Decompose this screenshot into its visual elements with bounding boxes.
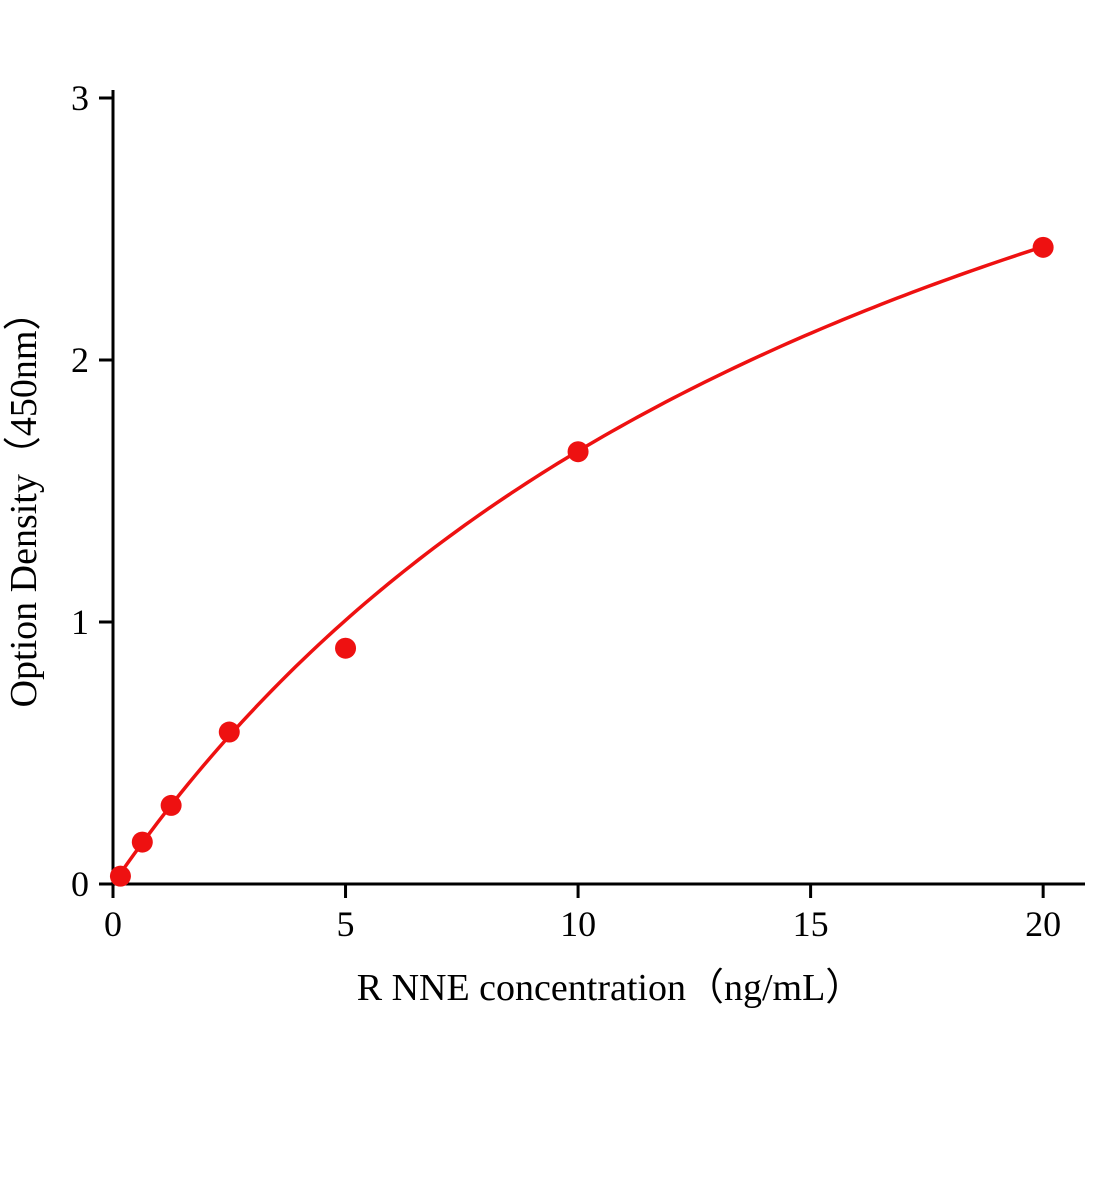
data-point — [567, 441, 589, 463]
x-tick-label: 20 — [1025, 904, 1061, 944]
data-point — [1032, 236, 1054, 258]
series-group — [109, 236, 1054, 887]
data-point — [160, 794, 182, 816]
x-axis-title: R NNE concentration（ng/mL） — [357, 967, 864, 1009]
y-tick-label: 2 — [71, 340, 89, 380]
x-tick-label: 0 — [104, 904, 122, 944]
y-tick-label: 3 — [71, 78, 89, 118]
axes-group: 0 5 10 15 20 0 1 2 3 — [71, 78, 1085, 944]
x-tick-label: 15 — [793, 904, 829, 944]
y-tick-label: 0 — [71, 864, 89, 904]
x-tick-label: 5 — [337, 904, 355, 944]
data-point — [218, 721, 240, 743]
data-point — [131, 831, 153, 853]
fit-curve — [116, 244, 1045, 878]
y-tick-label: 1 — [71, 602, 89, 642]
y-axis-title: Option Density（450nm） — [3, 293, 45, 708]
x-tick-label: 10 — [560, 904, 596, 944]
data-point — [109, 865, 131, 887]
data-point — [335, 637, 357, 659]
